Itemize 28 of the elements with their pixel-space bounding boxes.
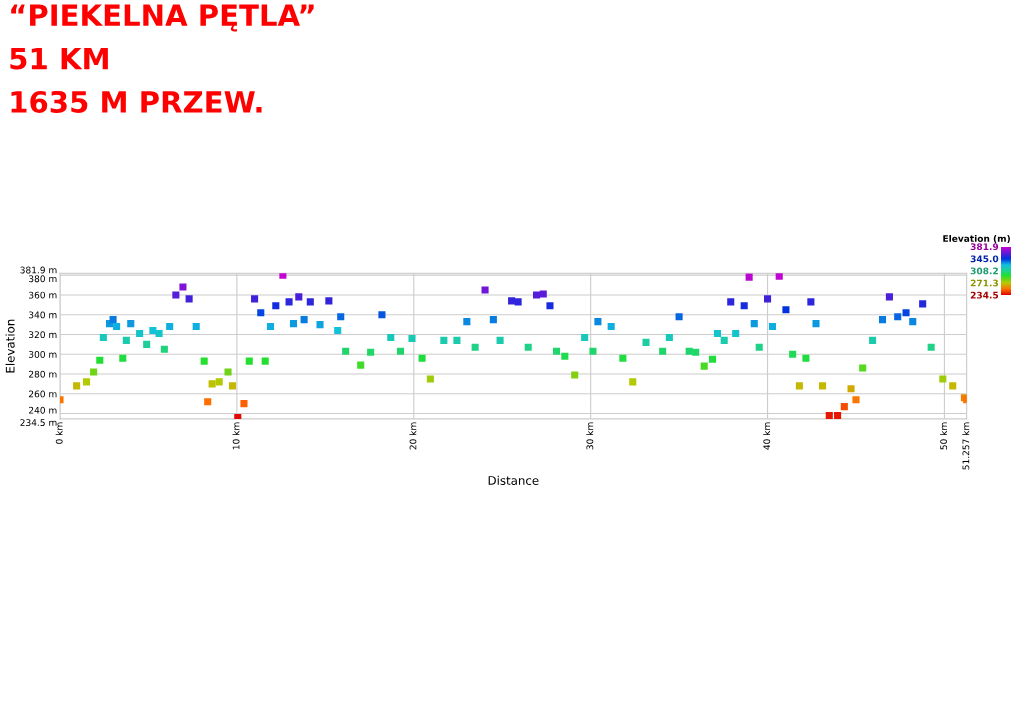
y-tick-label: 240 m [29,406,57,414]
y-tick-label: 360 m [29,291,57,299]
y-tick-label: 280 m [29,370,57,378]
x-axis-title: Distance [488,475,539,485]
x-tick-label: 40 km [763,422,771,450]
x-tick-label: 0 km [55,422,63,444]
y-tick-label: 380 m [29,275,57,283]
color-bar-label: 345.0 [970,255,999,263]
x-tick-label: 20 km [409,422,417,450]
y-tick-label: 234.5 m [20,419,57,426]
color-bar-label: 381.9 [970,243,999,251]
x-tick-label: 50 km [940,422,948,450]
x-tick-label: 10 km [232,422,240,450]
color-bar-label: 271.3 [970,279,998,287]
color-bar-label: 308.2 [970,267,998,275]
y-tick-label: 340 m [29,311,57,319]
color-bar-title: Elevation (m) [943,234,1010,243]
y-tick-label: 381.9 m [20,266,57,274]
chart-title: “PIEKELNA PĘTLA” [11,4,314,32]
y-tick-label: 260 m [29,390,57,398]
y-tick-label: 300 m [29,350,57,358]
x-tick-label: 30 km [586,422,594,450]
x-tick-label: 51.257 km [962,422,970,470]
text: 1635 M PRZEW. [11,90,262,113]
color-bar-label: 234.5 [970,291,999,299]
chart-subtitle: 51 KM [10,47,108,70]
y-axis-title: Elevation [5,319,15,373]
y-tick-label: 320 m [29,331,57,339]
